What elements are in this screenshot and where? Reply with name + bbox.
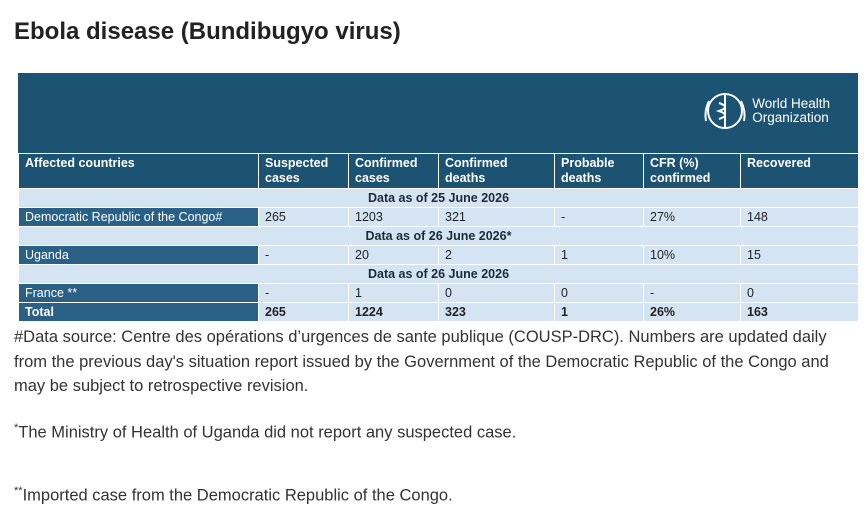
cell: 27% — [643, 207, 741, 227]
footnote: **Imported case from the Democratic Repu… — [14, 479, 860, 508]
footnote-marker: * — [14, 421, 19, 434]
data-row: France ** -1 0 0-0 — [18, 283, 859, 303]
header-row: Affected countries Suspected cases Confirm… — [18, 153, 859, 189]
total-cell: 1 — [554, 302, 644, 322]
cell: 0 — [438, 283, 555, 303]
logo-text: World Health — [752, 96, 830, 111]
total-cell: 26% — [643, 302, 741, 322]
who-logo: World Health Organization — [702, 91, 830, 131]
page: Ebola disease (Bundibugyo virus) World H… — [14, 18, 859, 504]
cell: 1 — [554, 245, 644, 265]
cell: 1 — [348, 283, 439, 303]
date-label: Data as of 26 June 2026 — [18, 264, 859, 284]
footnote-marker: ** — [14, 484, 23, 497]
total-cell: 265 — [258, 302, 349, 322]
data-table: Affected countries Suspected cases Confirm… — [18, 153, 859, 322]
date-label: Data as of 25 June 2026 — [18, 188, 859, 208]
cell: 1203 — [348, 207, 439, 227]
column-header: Probable deaths — [554, 153, 644, 189]
column-header: CFR (%) confirmed — [643, 153, 741, 189]
date-row: Data as of 26 June 2026 — [18, 264, 859, 284]
cell: 0 — [740, 283, 859, 303]
total-row: Total 265 1224 323 1 26% 163 — [18, 302, 859, 322]
date-row: Data as of 26 June 2026* — [18, 226, 859, 246]
cell: - — [554, 207, 644, 227]
cell: 2 — [438, 245, 555, 265]
logo-text: Organization — [752, 110, 829, 125]
data-row: Uganda -20 2 1 10% 15 — [18, 245, 859, 265]
footnote: #Data source: Centre des opérations d’ur… — [14, 325, 860, 399]
footnote-text: Imported case from the Democratic Republ… — [22, 486, 453, 504]
cell: 148 — [740, 207, 859, 227]
cell: 10% — [643, 245, 741, 265]
cell: 15 — [740, 245, 859, 265]
cell: - — [643, 283, 741, 303]
cell: France ** — [18, 283, 259, 303]
total-cell: 323 — [438, 302, 555, 322]
total-cell: 1224 — [348, 302, 439, 322]
column-header: Recovered — [740, 153, 859, 189]
table-banner: World Health Organization — [18, 73, 858, 153]
column-header: Confirmed cases — [348, 153, 439, 189]
cell: 265 — [258, 207, 349, 227]
column-header: Confirmed deaths — [438, 153, 555, 189]
who-emblem — [704, 93, 746, 129]
footnotes: #Data source: Centre des opérations d’ur… — [14, 325, 860, 525]
footnote-text: #Data source: Centre des opérations d’ur… — [14, 328, 829, 395]
data-row: Democratic Republic of the Congo# 265 1203… — [18, 207, 859, 227]
date-row: Data as of 25 June 2026 — [18, 188, 859, 208]
column-header: Affected countries — [18, 153, 259, 189]
cell: 0 — [554, 283, 644, 303]
cell: Uganda — [18, 245, 259, 265]
cell: - — [258, 245, 349, 265]
cell: Democratic Republic of the Congo# — [18, 207, 259, 227]
cell: 321 — [438, 207, 555, 227]
date-label: Data as of 26 June 2026* — [18, 226, 859, 246]
footnote-text: The Ministry of Health of Uganda did not… — [18, 423, 517, 441]
footnote: *The Ministry of Health of Uganda did no… — [14, 416, 860, 445]
column-header: Suspected cases — [258, 153, 349, 189]
cell: 20 — [348, 245, 439, 265]
cell: - — [258, 283, 349, 303]
page-title: Ebola disease (Bundibugyo virus) — [14, 18, 401, 45]
total-cell: 163 — [740, 302, 859, 322]
total-cell: Total — [18, 302, 259, 322]
